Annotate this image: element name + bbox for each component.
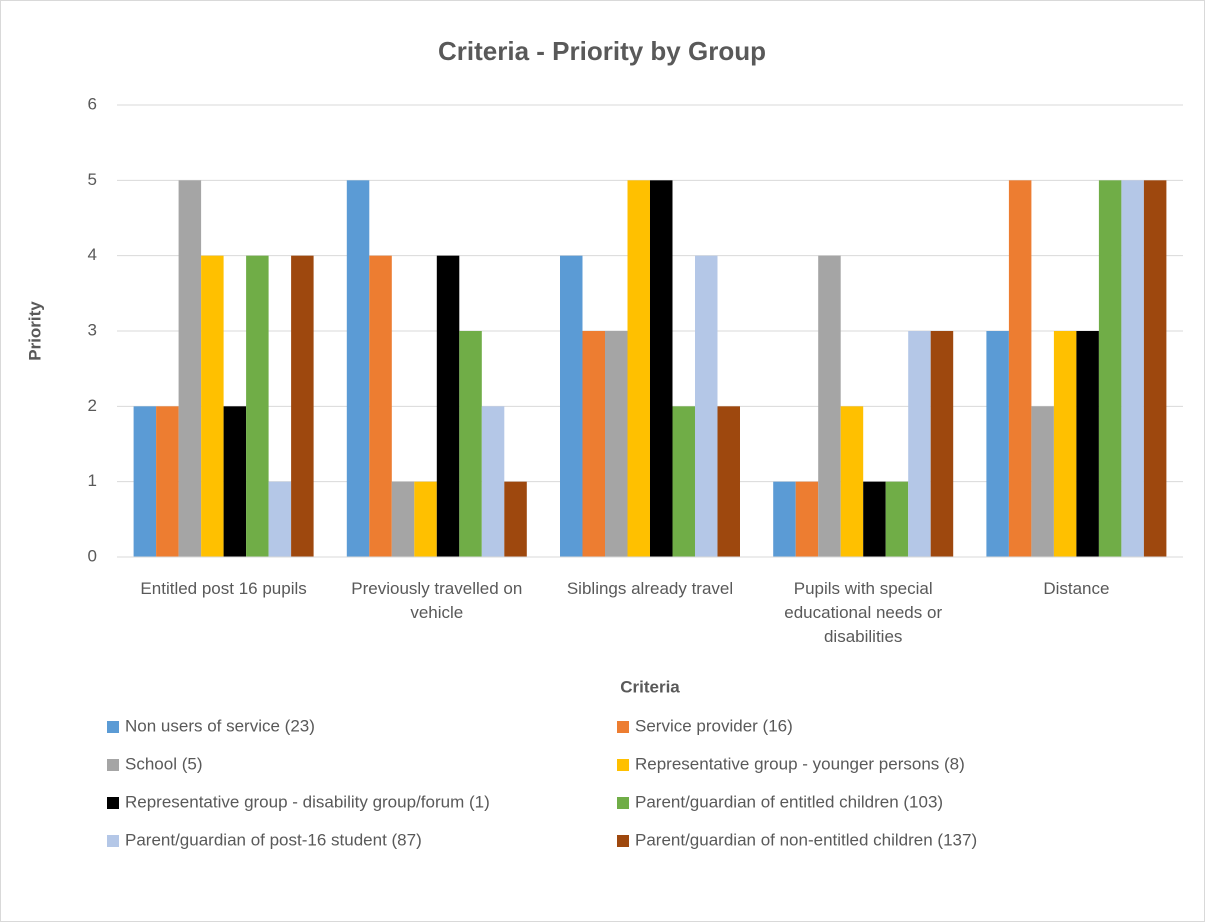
y-tick-label: 5 (88, 170, 97, 189)
legend-swatch (107, 759, 119, 771)
bar (246, 255, 269, 557)
legend-label: Service provider (16) (635, 716, 793, 735)
bar (773, 481, 796, 557)
bar (672, 406, 695, 557)
bar (818, 255, 841, 557)
bar (1076, 331, 1099, 557)
x-tick-label: Previously travelled on vehicle (351, 579, 523, 622)
bar (1121, 180, 1144, 558)
bar (369, 255, 392, 557)
chart-title: Criteria - Priority by Group (438, 36, 766, 66)
legend-swatch (107, 797, 119, 809)
bar (223, 406, 247, 557)
bar (414, 481, 437, 557)
bar (268, 481, 292, 557)
bar (291, 255, 314, 557)
y-tick-label: 6 (88, 94, 97, 113)
y-tick-label: 3 (88, 320, 97, 339)
bar (481, 406, 505, 557)
legend-swatch (617, 797, 629, 809)
y-tick-label: 1 (88, 471, 97, 490)
bar (504, 481, 527, 557)
bar (201, 255, 224, 557)
bar (582, 331, 605, 557)
bar (391, 481, 415, 557)
legend-label: Parent/guardian of entitled children (10… (635, 792, 943, 811)
legend-label: Representative group - disability group/… (125, 792, 490, 811)
bar (560, 255, 583, 557)
bar (717, 406, 740, 557)
bar (650, 180, 673, 558)
bar (156, 406, 179, 557)
legend-label: School (5) (125, 754, 202, 773)
bar (1143, 180, 1167, 558)
bar (459, 331, 482, 557)
bar (795, 481, 819, 557)
legend-swatch (617, 759, 629, 771)
y-axis-title: Priority (25, 301, 44, 361)
legend-swatch (617, 721, 629, 733)
x-tick-label: Siblings already travel (566, 579, 734, 598)
bar (178, 180, 202, 558)
y-tick-label: 2 (88, 396, 97, 415)
y-tick-label: 0 (88, 546, 97, 565)
x-tick-label: Distance (1043, 579, 1110, 598)
bar (605, 331, 628, 557)
bar (908, 331, 931, 557)
bar (695, 255, 718, 557)
legend-label: Representative group - younger persons (… (635, 754, 965, 773)
bar (986, 331, 1009, 557)
bar (840, 406, 864, 557)
legend-label: Non users of service (23) (125, 716, 315, 735)
bar (436, 255, 460, 557)
bar (133, 406, 157, 557)
legend-label: Parent/guardian of post-16 student (87) (125, 830, 422, 849)
x-tick-label: Entitled post 16 pupils (140, 579, 307, 598)
bar (627, 180, 650, 558)
bar (1008, 180, 1032, 558)
legend-label: Parent/guardian of non-entitled children… (635, 830, 977, 849)
x-axis-title: Criteria (620, 677, 680, 696)
bar (1098, 180, 1122, 558)
y-tick-label: 4 (88, 245, 97, 264)
bar (346, 180, 370, 558)
legend-swatch (617, 835, 629, 847)
bar (863, 481, 886, 557)
bar (1053, 331, 1077, 557)
x-tick-label: Pupils with special educational needs or… (784, 579, 943, 646)
bar (1031, 406, 1054, 557)
bar (885, 481, 909, 557)
legend-swatch (107, 835, 119, 847)
bar (930, 331, 954, 557)
legend-swatch (107, 721, 119, 733)
